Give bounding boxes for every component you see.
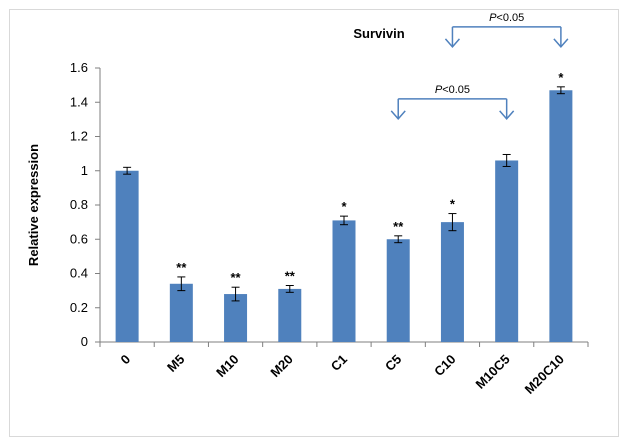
bracket-arrowhead	[390, 110, 406, 120]
y-axis: 0 0.2 0.4 0.6 0.8 1 1.2 1.4 1.6	[70, 60, 101, 349]
bar	[278, 288, 302, 342]
y-tick-label: 0.6	[70, 231, 88, 246]
y-tick-label: 0	[81, 334, 88, 349]
p-value-label: P<0.05	[489, 12, 524, 24]
x-tick-label: M10	[213, 352, 241, 380]
significance-marker: **	[230, 270, 241, 285]
y-tick-label: 1.6	[70, 60, 88, 75]
bar	[169, 283, 193, 342]
x-tick-label: C5	[382, 352, 404, 374]
bar	[440, 222, 464, 342]
y-tick-label: 1	[81, 163, 88, 178]
bar	[495, 160, 519, 342]
x-axis: 0 M5 M10 M20 C1 C5 C10 M10C5 M20C10	[99, 341, 589, 397]
significance-marker: *	[341, 199, 347, 214]
bracket-arrowhead	[499, 110, 515, 120]
chart-title: Survivin	[353, 26, 404, 41]
y-axis-label: Relative expression	[26, 144, 41, 266]
significance-markers: **** *******	[176, 70, 564, 285]
bracket-arrowhead	[444, 38, 461, 49]
x-tick-label: M20C10	[522, 352, 567, 397]
y-tick-label: 1.4	[70, 94, 88, 109]
p-value-label: P<0.05	[435, 84, 470, 96]
y-tick-label: 1.2	[70, 129, 88, 144]
x-tick-label: M5	[164, 352, 187, 375]
x-tick-label: 0	[118, 352, 134, 368]
x-tick-label: M10C5	[473, 352, 513, 392]
y-tick-label: 0.4	[70, 266, 88, 281]
x-tick-label: C10	[431, 352, 458, 379]
significance-marker: *	[450, 197, 456, 212]
bar	[224, 294, 248, 342]
significance-marker: **	[285, 268, 296, 283]
significance-marker: **	[393, 219, 404, 234]
bar	[386, 239, 410, 342]
significance-marker: **	[176, 260, 187, 275]
significance-marker: *	[558, 70, 564, 85]
bar	[332, 220, 356, 342]
x-tick-label: C1	[328, 352, 350, 374]
comparison-brackets: P<0.05 P<0.05	[390, 12, 569, 120]
y-tick-label: 0.8	[70, 197, 88, 212]
bars	[115, 90, 573, 342]
bar	[549, 90, 573, 342]
x-tick-label: M20	[267, 352, 295, 380]
bracket-arrowhead	[553, 38, 569, 49]
bar	[115, 170, 139, 342]
y-tick-label: 0.2	[70, 300, 88, 315]
error-bars	[123, 86, 565, 302]
